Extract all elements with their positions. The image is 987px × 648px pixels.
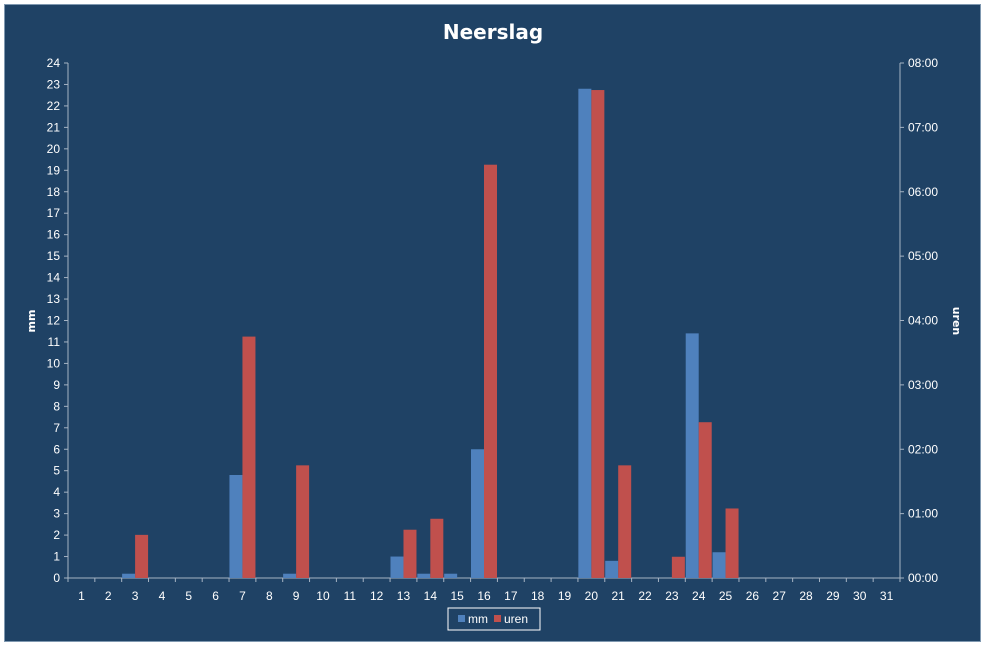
x-tick-label: 17 <box>504 589 518 603</box>
x-tick-label: 22 <box>638 589 652 603</box>
bar-uren <box>618 465 632 578</box>
bar-uren <box>725 508 739 578</box>
y-tick-label: 4 <box>53 485 60 499</box>
x-tick-label: 25 <box>719 589 733 603</box>
y-tick-label: 8 <box>53 399 60 413</box>
y-tick-label: 3 <box>53 507 60 521</box>
x-tick-label: 10 <box>316 589 330 603</box>
y-tick-label: 7 <box>53 421 60 435</box>
bar-uren <box>296 465 310 578</box>
bar-mm <box>122 573 136 578</box>
legend-label-uren: uren <box>504 612 528 626</box>
y-tick-label: 21 <box>47 120 61 134</box>
bar-uren <box>403 529 417 578</box>
x-tick-label: 13 <box>397 589 411 603</box>
bar-uren <box>484 164 497 578</box>
x-tick-label: 7 <box>239 589 246 603</box>
legend-label-mm: mm <box>468 612 488 626</box>
legend-swatch-uren <box>494 615 501 622</box>
bar-mm <box>283 573 297 578</box>
y2-tick-label: 00:00 <box>908 571 938 585</box>
bar-uren <box>242 336 256 578</box>
x-tick-label: 18 <box>531 589 545 603</box>
y2-axis-title: uren <box>950 307 963 336</box>
y-tick-label: 14 <box>47 271 61 285</box>
y-tick-label: 18 <box>47 185 61 199</box>
y2-tick-label: 04:00 <box>908 314 938 328</box>
y-tick-label: 20 <box>47 142 61 156</box>
x-tick-label: 1 <box>78 589 85 603</box>
y-tick-label: 9 <box>53 378 60 392</box>
legend: mm uren <box>447 607 541 631</box>
bar-uren <box>671 556 685 578</box>
x-tick-label: 30 <box>853 589 867 603</box>
y-tick-label: 17 <box>47 206 61 220</box>
bar-mm <box>417 573 431 578</box>
y-tick-label: 10 <box>47 356 61 370</box>
x-tick-label: 15 <box>450 589 464 603</box>
x-tick-label: 9 <box>293 589 300 603</box>
x-tick-label: 2 <box>105 589 112 603</box>
x-tick-label: 8 <box>266 589 273 603</box>
bar-mm <box>685 333 699 578</box>
y-tick-label: 1 <box>53 550 60 564</box>
y-axis-title: mm <box>25 310 38 333</box>
x-tick-label: 12 <box>370 589 384 603</box>
x-tick-label: 24 <box>692 589 706 603</box>
y-tick-label: 24 <box>47 56 61 70</box>
bar-mm <box>471 449 484 578</box>
y-tick-label: 23 <box>47 77 61 91</box>
x-tick-label: 4 <box>159 589 166 603</box>
x-tick-label: 3 <box>132 589 139 603</box>
x-tick-label: 28 <box>799 589 813 603</box>
y2-tick-label: 02:00 <box>908 442 938 456</box>
bar-uren <box>430 518 444 578</box>
x-tick-label: 5 <box>185 589 192 603</box>
chart-title: Neerslag <box>443 20 543 44</box>
x-tick-label: 21 <box>612 589 626 603</box>
y-tick-label: 13 <box>47 292 61 306</box>
x-tick-label: 27 <box>773 589 787 603</box>
bar-uren <box>135 534 149 578</box>
bar-uren <box>591 90 605 578</box>
y2-tick-label: 03:00 <box>908 378 938 392</box>
bar-mm <box>605 560 619 578</box>
y2-tick-label: 08:00 <box>908 56 938 70</box>
bar-mm <box>578 88 592 578</box>
y2-tick-label: 01:00 <box>908 507 938 521</box>
x-tick-label: 11 <box>344 589 357 603</box>
y-tick-label: 22 <box>47 99 61 113</box>
y-tick-label: 11 <box>48 335 61 349</box>
bar-uren <box>698 422 712 578</box>
chart-area: Neerslag mm uren 0 1 2 3 4 5 6 7 8 9 10 11 12 13 14 15 1… <box>4 4 981 642</box>
y-tick-label: 6 <box>53 442 60 456</box>
bar-mm <box>390 556 404 578</box>
y2-tick-label: 05:00 <box>908 249 938 263</box>
bar-mm <box>712 552 726 578</box>
y-tick-label: 16 <box>47 228 61 242</box>
bar-mm <box>444 573 458 578</box>
legend-swatch-mm <box>458 615 465 622</box>
bar-mm <box>229 475 243 578</box>
x-tick-label: 20 <box>585 589 599 603</box>
y-tick-label: 0 <box>53 571 60 585</box>
y2-tick-label: 06:00 <box>908 185 938 199</box>
x-tick-label: 19 <box>558 589 572 603</box>
y-tick-label: 15 <box>47 249 61 263</box>
x-tick-label: 31 <box>880 589 894 603</box>
x-tick-label: 16 <box>477 589 491 603</box>
y-tick-label: 5 <box>53 464 60 478</box>
x-tick-label: 14 <box>424 589 438 603</box>
plot-area: 0123456789101112131415161718192021222324… <box>47 56 939 603</box>
x-tick-label: 6 <box>212 589 219 603</box>
chart-svg: Neerslag mm uren 01234567891011121314151… <box>25 20 963 631</box>
x-tick-label: 26 <box>746 589 760 603</box>
y2-tick-label: 07:00 <box>908 120 938 134</box>
y-tick-label: 2 <box>53 528 60 542</box>
y-tick-label: 12 <box>47 314 61 328</box>
y-tick-label: 19 <box>47 163 61 177</box>
x-tick-label: 29 <box>826 589 840 603</box>
x-tick-label: 23 <box>665 589 679 603</box>
